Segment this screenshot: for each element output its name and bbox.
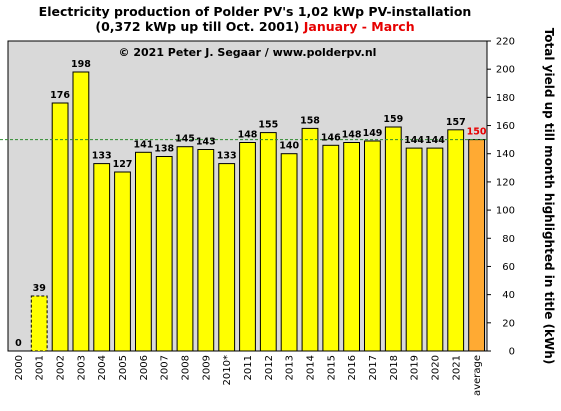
bar-2012 [259, 132, 277, 352]
x-tick-label-2011: 2011 [243, 355, 254, 380]
value-label-2021: 157 [446, 117, 466, 128]
x-tick-label-2009: 2009 [201, 355, 212, 380]
y-tick-label-0: 0 [509, 347, 515, 358]
x-tick-label-2004: 2004 [97, 355, 108, 380]
chart-title-line2-prefix: (0,372 kWp up till Oct. 2001) [95, 19, 304, 34]
x-tick-label-2008: 2008 [181, 355, 192, 380]
y-tick-label-140: 140 [496, 149, 515, 160]
x-tick-label-2002: 2002 [56, 355, 67, 380]
bar-2018 [384, 126, 402, 352]
value-label-2001: 39 [33, 283, 46, 294]
x-tick-label-2018: 2018 [389, 355, 400, 380]
x-tick-labels-group: 2000 2001 2002 2003 2004 2005 2006 2007 2008 2009… [14, 355, 483, 396]
x-tick-label-average: average [472, 355, 483, 396]
x-tick-label-2014: 2014 [306, 355, 317, 380]
value-label-2005: 127 [113, 159, 133, 170]
y-tick-label-120: 120 [496, 177, 515, 188]
bar-2008 [176, 146, 194, 352]
value-label-2016: 148 [342, 130, 362, 141]
y-tick-label-100: 100 [496, 206, 515, 217]
bars-group [30, 71, 486, 352]
value-label-2011: 148 [238, 130, 258, 141]
y-tick-label-80: 80 [502, 234, 515, 245]
bar-2019 [405, 147, 423, 352]
value-label-2012: 155 [258, 120, 278, 131]
y-tick-label-60: 60 [502, 262, 515, 273]
value-label-2020: 144 [425, 135, 445, 146]
bar-average [468, 139, 486, 352]
x-tick-label-2020: 2020 [430, 355, 441, 380]
copyright-annotation: © 2021 Peter J. Segaar / www.polderpv.nl [119, 46, 377, 59]
value-label-2009: 143 [196, 137, 216, 148]
x-tick-label-2007: 2007 [160, 355, 171, 380]
bar-2016 [343, 142, 361, 352]
bar-2010-star [218, 163, 236, 352]
value-label-2002: 176 [50, 90, 70, 101]
value-label-2003: 198 [71, 59, 91, 70]
bar-2003 [72, 71, 90, 352]
bar-2021 [447, 129, 465, 352]
chart-title-line2: (0,372 kWp up till Oct. 2001) January - … [0, 19, 510, 34]
value-label-2008: 145 [175, 134, 195, 145]
y-tick-label-220: 220 [496, 37, 515, 48]
value-label-2018: 159 [383, 114, 403, 125]
chart-title-line1: Electricity production of Polder PV's 1,… [38, 4, 472, 19]
value-label-average: 150 [467, 127, 487, 138]
x-tick-label-2003: 2003 [76, 355, 87, 380]
value-label-2019: 144 [404, 135, 424, 146]
x-tick-label-2021: 2021 [451, 355, 462, 380]
value-label-2017: 149 [363, 128, 383, 139]
y-axis: 0 20 40 60 80 100 120 140 160 180 200 220 [487, 37, 515, 358]
bar-2002 [51, 102, 69, 352]
x-tick-label-2013: 2013 [285, 355, 296, 380]
bar-2005 [114, 171, 131, 352]
bar-2020 [426, 147, 444, 352]
y-tick-label-180: 180 [496, 93, 515, 104]
bar-2001 [30, 295, 48, 352]
bar-2007 [155, 156, 173, 352]
value-label-2004: 133 [92, 151, 112, 162]
value-label-2006: 141 [133, 139, 153, 150]
x-tick-label-2001: 2001 [35, 355, 46, 380]
bar-2011 [239, 142, 256, 352]
x-tick-label-2005: 2005 [118, 355, 129, 380]
value-label-2015: 146 [321, 132, 341, 143]
value-label-2000: 0 [15, 338, 22, 349]
y-tick-label-40: 40 [502, 290, 515, 301]
value-label-2010-star: 133 [217, 151, 237, 162]
y-tick-label-160: 160 [496, 121, 515, 132]
bar-2013 [280, 153, 298, 352]
bar-2017 [364, 140, 381, 352]
y-axis-label: Total yield up till month highlighted in… [542, 28, 556, 365]
bar-2015 [322, 144, 340, 352]
x-tick-label-2019: 2019 [410, 355, 421, 380]
y-tick-label-200: 200 [496, 65, 515, 76]
bar-2006 [135, 151, 152, 352]
x-tick-label-2006: 2006 [139, 355, 150, 380]
x-tick-label-2000: 2000 [14, 355, 25, 380]
x-tick-label-2012: 2012 [264, 355, 275, 380]
chart-title-highlight: January - March [303, 19, 415, 34]
bar-2014 [301, 127, 319, 352]
x-tick-label-2017: 2017 [368, 355, 379, 380]
bar-2004 [93, 163, 111, 352]
x-tick-label-2015: 2015 [326, 355, 337, 380]
bar-2009 [197, 149, 215, 352]
value-label-2014: 158 [300, 115, 320, 126]
x-tick-label-2010-star: 2010* [222, 355, 233, 385]
value-label-2013: 140 [279, 141, 299, 152]
y-tick-label-20: 20 [502, 318, 515, 329]
value-label-2007: 138 [154, 144, 174, 155]
x-tick-label-2016: 2016 [347, 355, 358, 380]
